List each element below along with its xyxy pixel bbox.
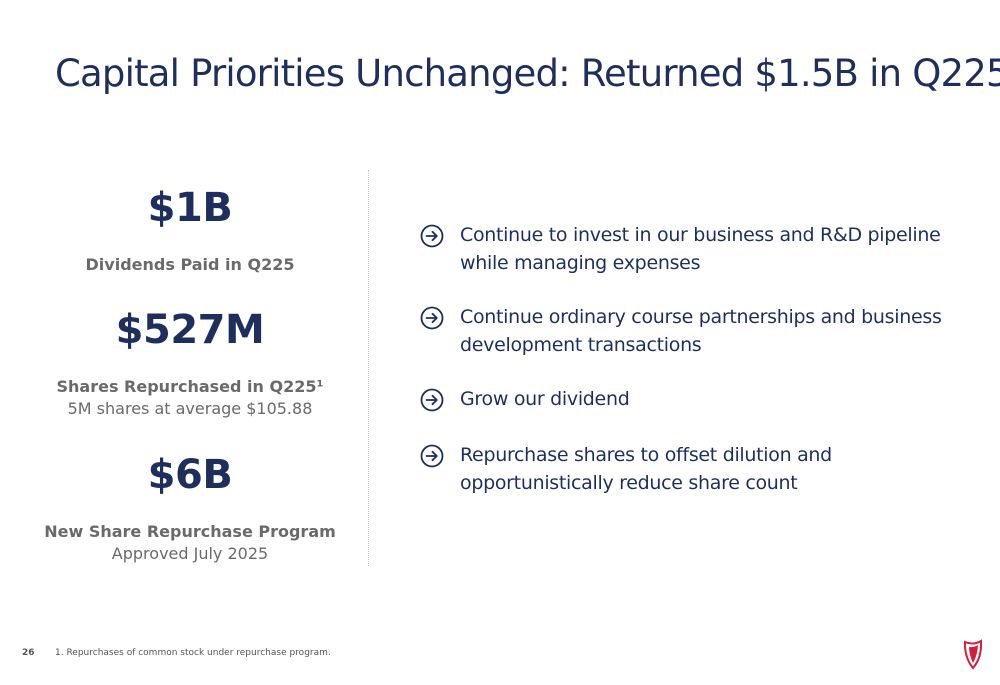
circle-arrow-right-icon [420, 306, 444, 330]
footnote: 1. Repurchases of common stock under rep… [55, 648, 331, 658]
list-item-text: Continue ordinary course partnerships an… [460, 306, 942, 356]
column-divider [368, 170, 369, 566]
stat-label: Dividends Paid in Q225 [85, 255, 295, 274]
stat-subtext: Approved July 2025 [111, 544, 269, 564]
slide-title: Capital Priorities Unchanged: Returned $… [55, 52, 1000, 95]
stat-dividends: $1B Dividends Paid in Q225 [30, 188, 350, 276]
list-item: Grow our dividend [420, 386, 960, 414]
list-item-text: Grow our dividend [460, 388, 630, 410]
stat-value: $527M [115, 307, 265, 353]
circle-arrow-right-icon [420, 444, 444, 468]
stat-new-program: $6B New Share Repurchase Program Approve… [30, 455, 350, 566]
stat-value: $6B [147, 452, 233, 498]
list-item: Repurchase shares to offset dilution and… [420, 442, 960, 497]
stat-value: $1B [147, 185, 233, 231]
stat-label: New Share Repurchase Program [44, 522, 336, 541]
circle-arrow-right-icon [420, 388, 444, 412]
page-number: 26 [22, 648, 35, 658]
list-item-text: Repurchase shares to offset dilution and… [460, 444, 832, 494]
list-item: Continue to invest in our business and R… [420, 222, 960, 277]
stat-label: Shares Repurchased in Q225¹ [56, 377, 324, 396]
list-item-text: Continue to invest in our business and R… [460, 224, 941, 274]
circle-arrow-right-icon [420, 224, 444, 248]
stat-repurchased: $527M Shares Repurchased in Q225¹ 5M sha… [30, 310, 350, 421]
shield-logo-icon [963, 639, 983, 670]
list-item: Continue ordinary course partnerships an… [420, 304, 960, 359]
stat-subtext: 5M shares at average $105.88 [67, 399, 313, 419]
